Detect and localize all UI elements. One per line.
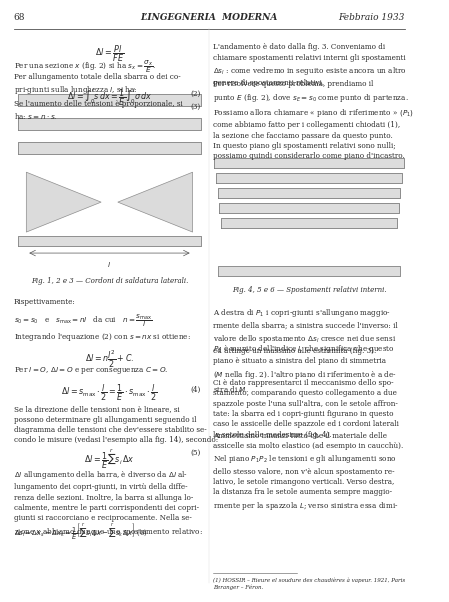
Text: Per una sezione $x$ (fig. 2) si ha $s_x = \dfrac{\sigma_x}{E}$.: Per una sezione $x$ (fig. 2) si ha $s_x …: [14, 58, 156, 75]
Text: (5): (5): [190, 449, 201, 457]
Text: Ammettiamo innanzi tutto che il materiale delle
assicelle sia molto elastico (ad: Ammettiamo innanzi tutto che il material…: [213, 432, 404, 512]
Text: 68: 68: [14, 13, 25, 22]
Text: $\Delta s_l = \Delta x_s - \Delta x_k = \dfrac{1}{E}\left[\sum^r s_i\,\Delta x -: $\Delta s_l = \Delta x_s - \Delta x_k = …: [14, 521, 147, 542]
Text: (4): (4): [190, 385, 201, 394]
Text: L'andamento è dato dalla fig. 3. Conveniamo di
chiamare spostamenti relativi int: L'andamento è dato dalla fig. 3. Conveni…: [213, 43, 407, 87]
Polygon shape: [118, 172, 193, 232]
Text: $l$: $l$: [107, 260, 111, 269]
Polygon shape: [216, 173, 402, 183]
Text: (2): (2): [190, 90, 201, 98]
Text: Fig. 4, 5 e 6 — Spostamenti relativi interni.: Fig. 4, 5 e 6 — Spostamenti relativi int…: [232, 286, 386, 294]
Text: Se la direzione delle tensioni non è lineare, si
possono determinare gli allunga: Se la direzione delle tensioni non è lin…: [14, 405, 218, 444]
Polygon shape: [219, 203, 399, 213]
Text: $\Delta l = \dfrac{Pl}{FE}$: $\Delta l = \dfrac{Pl}{FE}$: [95, 43, 124, 64]
Polygon shape: [217, 265, 401, 276]
Text: $\Delta l$ allungamento della barra, è diverso da $\Delta l$ al-
lungamento dei : $\Delta l$ allungamento della barra, è d…: [14, 469, 203, 538]
Text: Per $l = O$, $\Delta l = O$ e per conseguenza $C = O$.: Per $l = O$, $\Delta l = O$ e per conseg…: [14, 365, 168, 376]
Text: $\Delta l = \int_0^l s\,dx = \dfrac{1}{E}\int_0^l \sigma\,dx$: $\Delta l = \int_0^l s\,dx = \dfrac{1}{E…: [67, 87, 152, 108]
Text: Ci è dato rappresentarci il meccanismo dello spo-
stamento, comparando questo co: Ci è dato rappresentarci il meccanismo d…: [213, 379, 399, 439]
Text: Per risolvere questo problema, prendiamo il
punto $E$ (fig. 2), dove $s_E = s_0$: Per risolvere questo problema, prendiamo…: [213, 81, 414, 161]
Polygon shape: [18, 118, 201, 130]
Text: $P_1$ è munito dell'indice $l$, che significa che questo
piano è situato a sinis: $P_1$ è munito dell'indice $l$, che sign…: [213, 343, 397, 394]
Text: Febbraio 1933: Febbraio 1933: [338, 13, 405, 22]
Polygon shape: [217, 188, 401, 198]
Text: Fig. 1, 2 e 3 — Cordoni di saldatura laterali.: Fig. 1, 2 e 3 — Cordoni di saldatura lat…: [31, 277, 188, 285]
Text: (3): (3): [191, 103, 201, 111]
Text: L’INGEGNERIA  MODERNA: L’INGEGNERIA MODERNA: [141, 13, 278, 22]
Polygon shape: [221, 219, 397, 228]
Polygon shape: [18, 142, 201, 154]
Polygon shape: [214, 158, 404, 168]
Text: $s_0 = s_0$   e   $s_{\max} = nl$   da cui   $n = \dfrac{s_{\max}}{l}$: $s_0 = s_0$ e $s_{\max} = nl$ da cui $n …: [14, 313, 153, 329]
Text: Rispettivamente:: Rispettivamente:: [14, 298, 76, 306]
Polygon shape: [18, 236, 201, 246]
Text: Integrando l'equazione (2) con $s = nx$ si ottiene:: Integrando l'equazione (2) con $s = nx$ …: [14, 331, 191, 343]
Text: (1) HOSSIR – Rieure el soudure des chaudières à vapeur. 1921, Paris
Beranger – F: (1) HOSSIR – Rieure el soudure des chaud…: [213, 578, 405, 590]
Text: Per allungamento totale della sbarra o dei co-
pri-giunti sulla lunghezza $l$, s: Per allungamento totale della sbarra o d…: [14, 73, 180, 96]
Polygon shape: [26, 172, 101, 232]
Text: $\Delta l = \dfrac{1}{E}\sum^r s_i\,\Delta x$: $\Delta l = \dfrac{1}{E}\sum^r s_i\,\Del…: [84, 446, 135, 471]
Text: A destra di $P_1$ i copri-giunti s'allungano maggio-
rmente della sbarra; a sini: A destra di $P_1$ i copri-giunti s'allun…: [213, 307, 398, 355]
Text: $\Delta l = n\dfrac{l^2}{2} + C.$: $\Delta l = n\dfrac{l^2}{2} + C.$: [85, 348, 134, 370]
Polygon shape: [18, 95, 201, 106]
Text: Se l'aumento delle tensioni è proporzionale, si
ha: $s = n\cdot s$.: Se l'aumento delle tensioni è proporzion…: [14, 100, 183, 121]
Text: $\Delta l = s_{\max}\cdot\dfrac{l}{2} = \dfrac{1}{E}\cdot s_{\max}\cdot\dfrac{l}: $\Delta l = s_{\max}\cdot\dfrac{l}{2} = …: [61, 382, 158, 403]
